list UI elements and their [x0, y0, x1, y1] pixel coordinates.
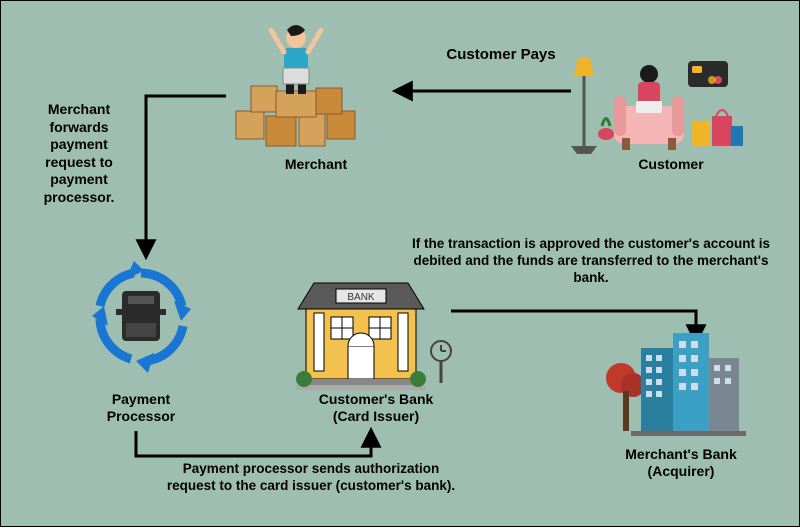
- payment-processor-label: Payment Processor: [91, 391, 191, 425]
- edge-label-merchant-forwards: Merchant forwards payment request to pay…: [29, 101, 129, 206]
- customer-icon: [566, 26, 746, 156]
- merchant-icon: [221, 16, 381, 156]
- arrow-merchant-to-processor: [146, 96, 226, 256]
- arrow-processor-to-bank: [136, 431, 371, 456]
- merchants-bank-icon: [601, 323, 751, 443]
- edge-label-transaction-approved: If the transaction is approved the custo…: [411, 236, 771, 287]
- merchants-bank-label: Merchant's Bank (Acquirer): [606, 446, 756, 480]
- customer-label: Customer: [611, 156, 731, 173]
- payment-processor-icon: [86, 261, 196, 386]
- customers-bank-label: Customer's Bank (Card Issuer): [296, 391, 456, 425]
- edge-label-processor-sends: Payment processor sends authorization re…: [166, 461, 456, 495]
- diagram-canvas: BANK: [0, 0, 800, 527]
- merchant-label: Merchant: [256, 156, 376, 173]
- edge-label-customer-pays: Customer Pays: [421, 46, 581, 65]
- bank-sign-text: BANK: [347, 292, 375, 303]
